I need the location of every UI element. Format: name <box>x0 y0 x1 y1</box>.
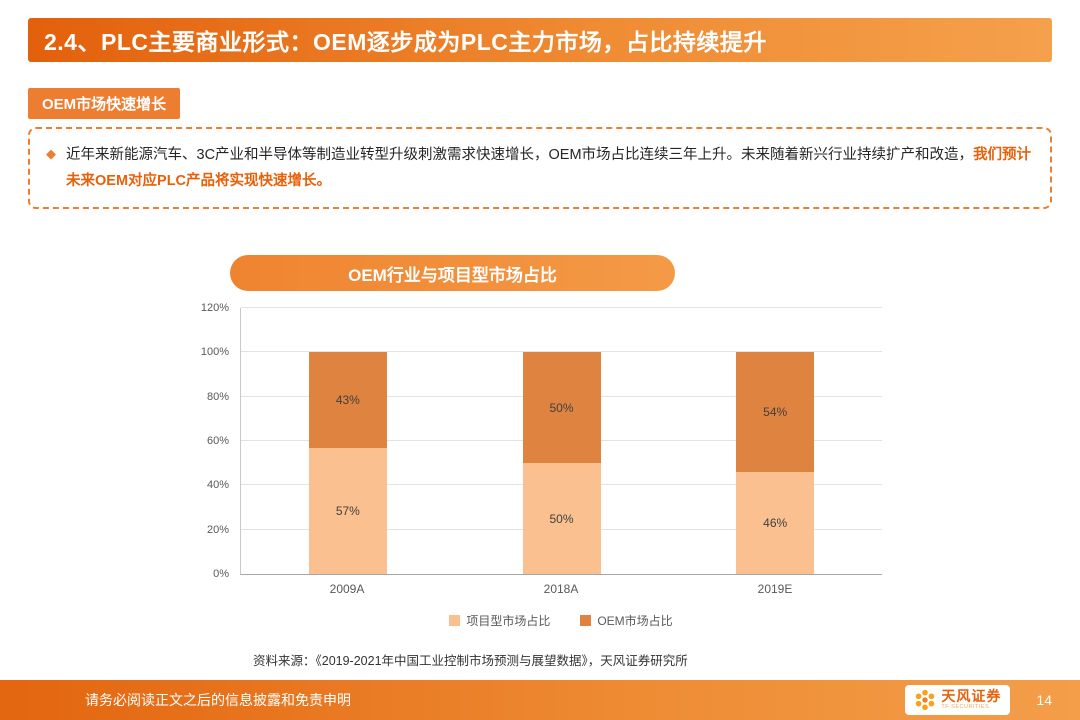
x-axis-label: 2018A <box>543 582 579 596</box>
stacked-bar-chart: 0% 20% 40% 60% 80% 100% 120% 57% 43% 50% 50% 46% 54… <box>192 302 882 629</box>
bar-group: 57% 43% <box>241 308 455 574</box>
source-note: 资料来源：《2019-2021年中国工业控制市场预测与展望数据》，天风证券研究所 <box>253 654 688 668</box>
legend-swatch <box>449 615 461 626</box>
bar-segment: 46% <box>736 472 815 574</box>
bar-segment: 50% <box>522 352 601 464</box>
footer-disclaimer: 请务必阅读正文之后的信息披露和免责申明 <box>85 692 351 708</box>
bar-value-label: 54% <box>763 405 788 420</box>
bar-value-label: 50% <box>549 511 574 526</box>
y-tick-label: 100% <box>200 346 229 359</box>
header-bar: 2.4、PLC主要商业形式：OEM逐步成为PLC主力市场，占比持续提升 <box>28 18 1052 62</box>
y-tick-label: 20% <box>206 523 229 536</box>
footer-right: 天风证券 TF SECURITIES 14 <box>905 685 1052 715</box>
footer-bar: 请务必阅读正文之后的信息披露和免责申明 天风证券 <box>0 680 1080 720</box>
sunflower-logo-icon <box>916 689 935 711</box>
bar-stack: 50% 50% <box>522 308 601 574</box>
gridline <box>241 307 882 308</box>
x-axis-label: 2019E <box>757 582 793 596</box>
callout-text-main: 近年来新能源汽车、3C产业和半导体等制造业转型升级刺激需求快速增长，OEM市场占… <box>66 147 974 163</box>
bar-value-label: 43% <box>335 393 360 407</box>
bar-value-label: 57% <box>335 503 360 518</box>
chart-plot-area: 0% 20% 40% 60% 80% 100% 120% 57% 43% 50% 50% 46% 54… <box>201 302 882 580</box>
y-tick-label: 0% <box>213 568 229 580</box>
legend-label: 项目型市场占比 <box>466 614 551 628</box>
section-badge: OEM市场快速增长 <box>28 88 181 119</box>
bar-segment: 50% <box>522 463 601 574</box>
callout-text-highlight: 我们预计未来OEM对应PLC产品将实现快速增长。 <box>66 147 1032 190</box>
chart-legend: 项目型市场占比 OEM市场占比 <box>240 612 882 629</box>
legend-swatch <box>580 615 592 626</box>
x-axis-label: 2009A <box>329 582 365 596</box>
bar-segment: 57% <box>308 447 387 574</box>
chart-y-labels: 0% 20% 40% 60% 80% 100% 120% <box>193 302 235 580</box>
logo-text-en: TF SECURITIES <box>941 704 990 711</box>
bar-segment: 54% <box>736 352 815 473</box>
bar-value-label: 46% <box>763 516 788 531</box>
legend-item: OEM市场占比 <box>580 612 673 629</box>
page-title: 2.4、PLC主要商业形式：OEM逐步成为PLC主力市场，占比持续提升 <box>44 29 767 55</box>
y-tick-label: 80% <box>206 390 229 403</box>
y-tick-label: 120% <box>200 302 229 314</box>
company-logo: 天风证券 TF SECURITIES <box>905 685 1011 715</box>
diamond-bullet-icon: ◆ <box>46 146 56 161</box>
gridline <box>241 351 882 353</box>
bar-group: 50% 50% <box>455 308 669 574</box>
legend-item: 项目型市场占比 <box>449 612 550 629</box>
bar-group: 46% 54% <box>668 308 882 574</box>
callout-box: ◆ 近年来新能源汽车、3C产业和半导体等制造业转型升级刺激需求快速增长，OEM市… <box>28 127 1052 210</box>
page-number: 14 <box>1036 692 1052 708</box>
chart-title-pill: OEM行业与项目型市场占比 <box>230 255 675 291</box>
logo-text-cn: 天风证券 <box>941 688 1002 705</box>
callout-text: 近年来新能源汽车、3C产业和半导体等制造业转型升级刺激需求快速增长，OEM市场占… <box>66 142 1032 194</box>
bar-value-label: 50% <box>549 400 574 415</box>
chart-title: OEM行业与项目型市场占比 <box>348 265 557 285</box>
logo-text: 天风证券 TF SECURITIES <box>941 689 1001 711</box>
bar-stack: 46% 54% <box>736 308 815 574</box>
y-tick-label: 40% <box>206 479 229 492</box>
chart-bars: 57% 43% 50% 50% 46% 54% <box>241 308 882 574</box>
y-tick-label: 60% <box>206 435 229 447</box>
legend-label: OEM市场占比 <box>597 614 673 628</box>
bar-segment: 43% <box>308 352 387 448</box>
bar-stack: 57% 43% <box>308 308 387 574</box>
chart-x-labels: 2009A 2018A 2019E <box>240 575 882 596</box>
